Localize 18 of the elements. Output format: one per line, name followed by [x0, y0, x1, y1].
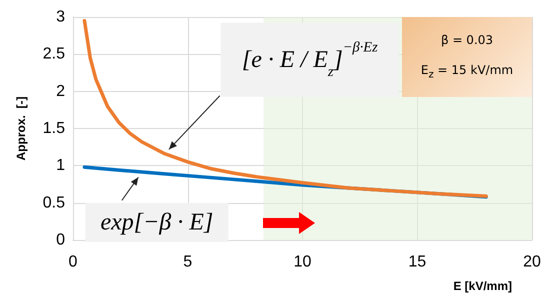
- y-tick-label: 3: [56, 8, 66, 26]
- y-tick-label: 1.5: [42, 120, 66, 137]
- parameter-box: β = 0.03 E$_{z}$ = 15 kV/mm: [402, 17, 532, 97]
- annotation: E$_{z}$ = 15 kV/mm: [420, 63, 514, 81]
- y-axis-title: Approx. [-]: [14, 96, 28, 160]
- annotation: exp[−β · E]: [100, 209, 214, 236]
- y-tick-label: 0.5: [42, 194, 66, 212]
- x-tick-label: 20: [523, 254, 541, 270]
- y-tick-label: 2.5: [42, 46, 66, 63]
- y-tick-label: 1: [56, 157, 66, 174]
- y-tick-label: 0: [56, 232, 66, 248]
- x-tick-label: 0: [68, 254, 78, 270]
- x-tick-label: 15: [408, 254, 426, 270]
- y-tick-label: 2: [56, 82, 66, 100]
- annotation: β = 0.03: [440, 33, 494, 48]
- x-axis-title: E [kV/mm]: [453, 279, 512, 293]
- x-tick-label: 5: [183, 254, 192, 270]
- x-tick-label: 10: [294, 254, 312, 270]
